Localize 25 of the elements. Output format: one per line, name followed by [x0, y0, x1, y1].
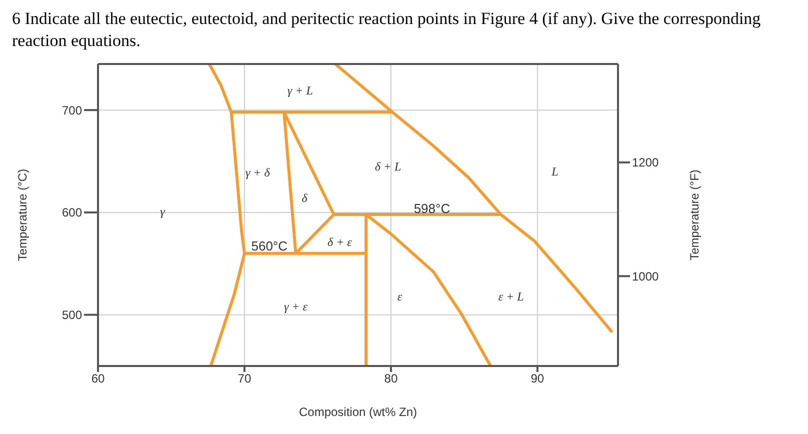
annotation: 598°C: [414, 200, 450, 216]
annotation: δ + L: [374, 159, 402, 174]
x-tick-label: 70: [238, 372, 252, 386]
y-tick-label: 600: [62, 206, 82, 220]
chart-title: 6 Indicate all the eutectic, eutectoid, and peritectic reaction points in Figure 4 (if any). Give the corresponding reaction equations.: [12, 8, 762, 52]
annotation: 560°C: [251, 238, 288, 254]
y2-tick-label: 1000: [632, 269, 660, 284]
annotation: γ + ε: [284, 300, 308, 314]
annotation: L: [550, 164, 559, 178]
y-tick-label: 500: [62, 308, 82, 322]
annotation: δ: [302, 191, 308, 206]
annotation: δ + ε: [327, 235, 352, 250]
annotation: γ: [160, 204, 166, 218]
y-axis-title: Temperature (°C): [15, 168, 30, 262]
annotation: ε + L: [498, 289, 524, 304]
x-tick-label: 60: [91, 372, 105, 386]
annotation: ε: [397, 289, 402, 304]
x-tick-label: 80: [384, 372, 398, 386]
x-tick-label: 90: [530, 372, 544, 386]
y2-axis-title: Temperature (°F): [687, 170, 702, 260]
annotation: γ + δ: [245, 166, 270, 180]
x-axis-title: Composition (wt% Zn): [298, 405, 418, 419]
y2-tick-label: 1200: [632, 156, 660, 170]
y-tick-label: 700: [62, 103, 82, 118]
annotation: γ + L: [287, 84, 314, 98]
